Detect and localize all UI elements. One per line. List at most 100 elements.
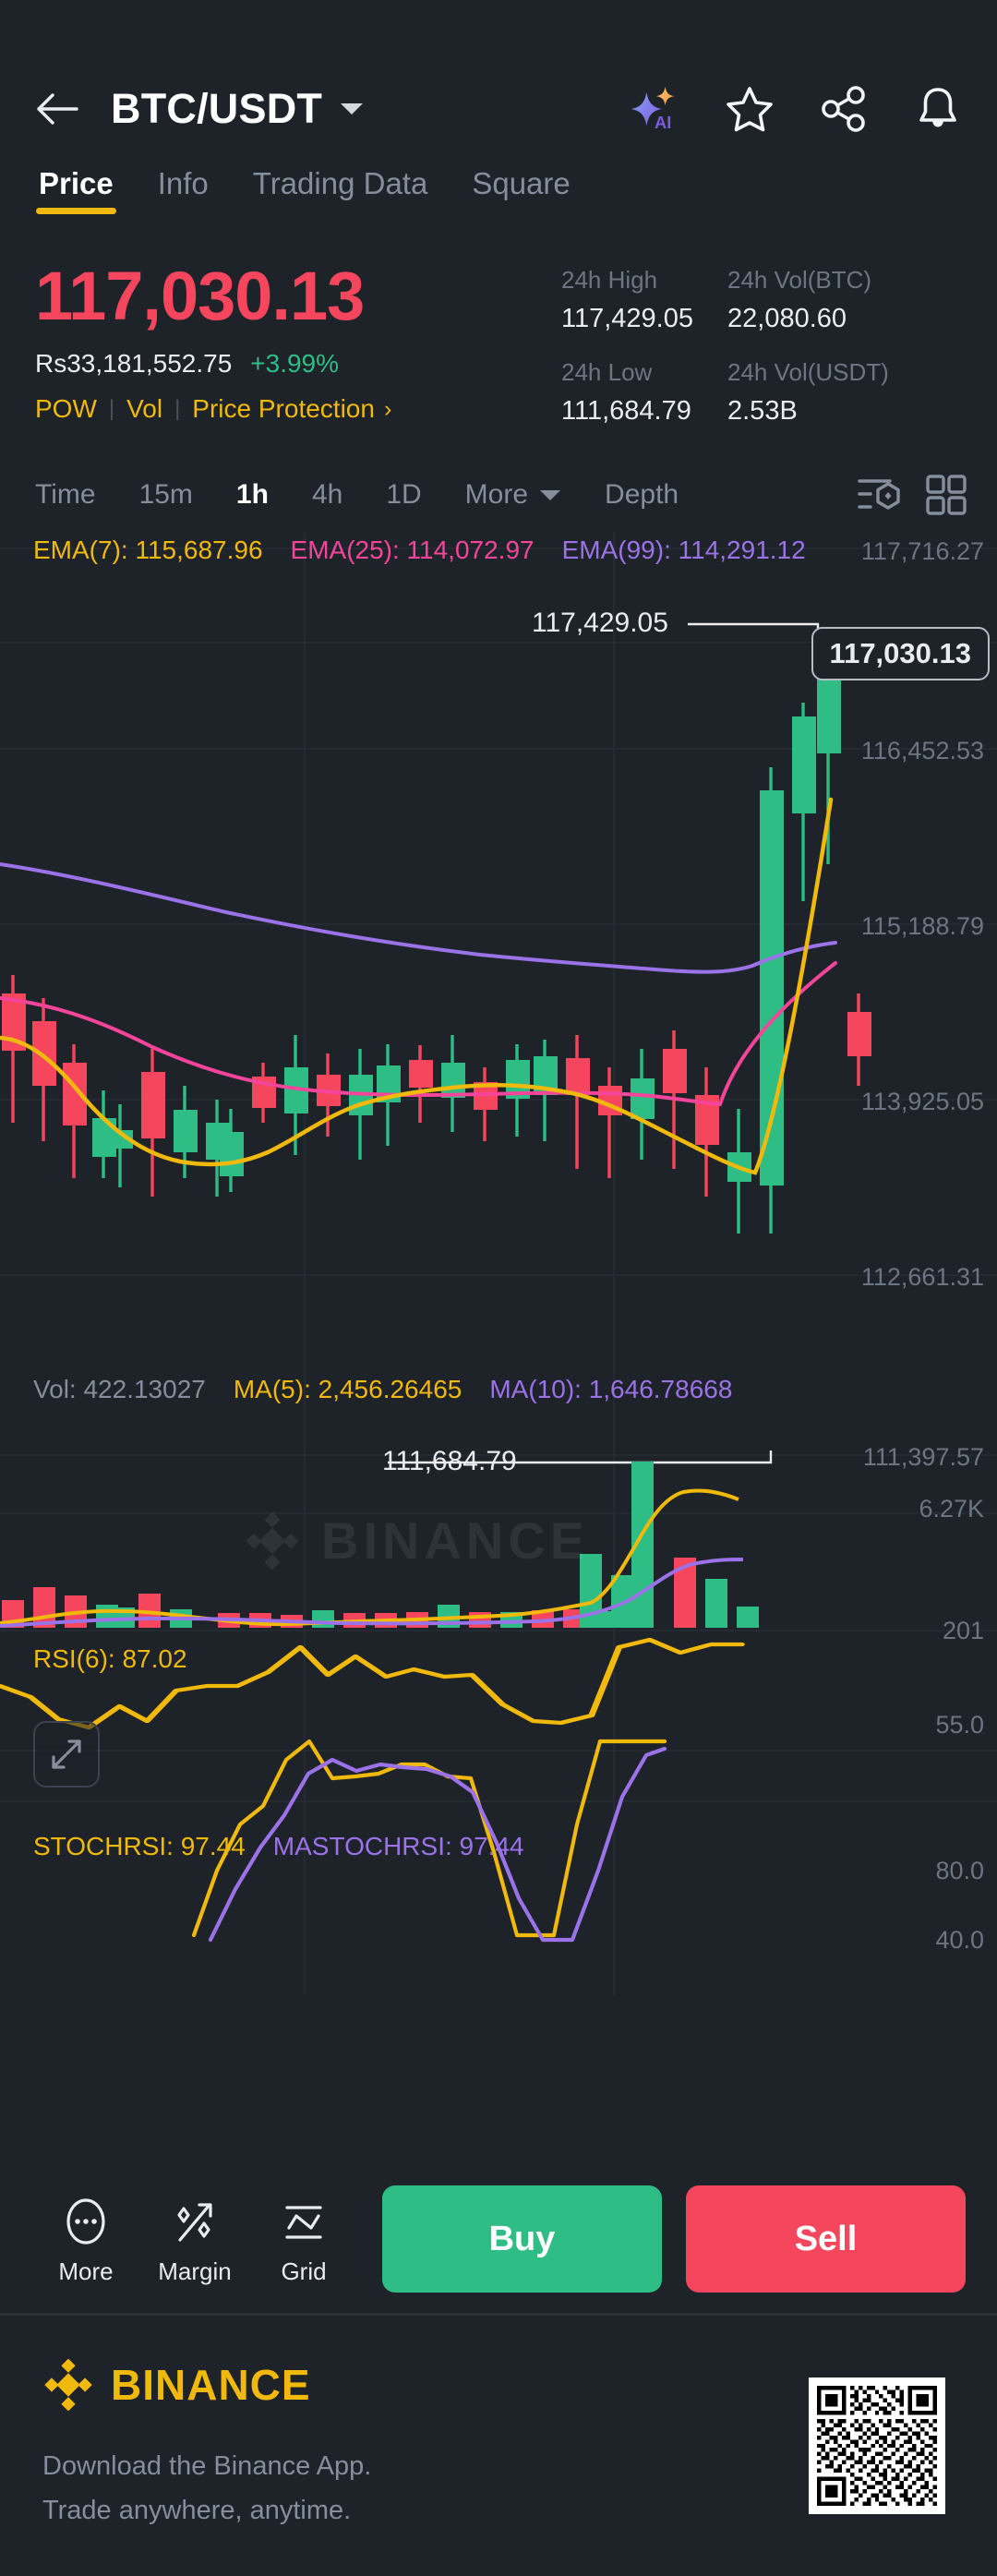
- price-axis-label: 112,661.31: [860, 1263, 984, 1291]
- volume-axis-label: 201: [942, 1617, 984, 1644]
- last-price: 117,030.13: [35, 258, 365, 334]
- stochrsi-k-line: [191, 1739, 667, 1938]
- chart-layout-icon[interactable]: [919, 468, 973, 522]
- footer-brand-text: BINANCE: [111, 2361, 311, 2409]
- more-button[interactable]: More: [31, 2193, 140, 2286]
- stat-column-high-low: 24h High 117,429.05 24h Low 111,684.79: [561, 266, 727, 451]
- stat-column-volumes: 24h Vol(BTC) 22,080.60 24h Vol(USDT) 2.5…: [727, 266, 889, 451]
- timeframe-time[interactable]: Time: [35, 479, 96, 510]
- price-axis-label: 113,925.05: [860, 1088, 984, 1115]
- footer-text-block: BINANCE Download the Binance App. Trade …: [42, 2359, 809, 2533]
- rsi-axis-label: 55.0: [935, 1711, 984, 1739]
- stochrsi-d-line: [208, 1746, 667, 1943]
- margin-button[interactable]: Margin: [140, 2193, 249, 2286]
- tab-info[interactable]: Info: [157, 166, 209, 200]
- expand-icon[interactable]: [33, 1721, 100, 1788]
- stat-value-24h-vol-btc: 22,080.60: [727, 304, 847, 333]
- ema7-line: [0, 797, 834, 1175]
- tab-square[interactable]: Square: [472, 166, 571, 200]
- footer-brand: BINANCE: [42, 2359, 809, 2411]
- timeframe-1h[interactable]: 1h: [235, 479, 269, 510]
- tag-price-protection[interactable]: Price Protection: [192, 394, 375, 423]
- qr-code-icon: [809, 2377, 945, 2514]
- stat-label-24h-vol-btc: 24h Vol(BTC): [727, 266, 872, 294]
- timeframe-more-label: More: [464, 479, 529, 510]
- bottom-action-bar: More Margin Grid Buy Sell: [0, 2165, 997, 2313]
- status-bar: [0, 0, 997, 57]
- grid-label: Grid: [281, 2257, 327, 2285]
- timeframe-15m[interactable]: 15m: [138, 479, 193, 510]
- chart-canvas[interactable]: [0, 532, 997, 1995]
- rsi-line: [0, 1637, 745, 1730]
- last-price-tag: 117,030.13: [811, 627, 990, 680]
- chevron-down-icon: [540, 489, 561, 500]
- chevron-down-icon[interactable]: [339, 101, 365, 117]
- stat-label-24h-high: 24h High: [561, 266, 658, 294]
- stat-value-24h-high: 117,429.05: [561, 304, 693, 333]
- chart-high-label: 117,429.05: [532, 608, 668, 638]
- footer-line-2: Trade anywhere, anytime.: [42, 2496, 352, 2525]
- stat-label-24h-vol-usdt: 24h Vol(USDT): [727, 358, 889, 386]
- timeframe-1d[interactable]: 1D: [386, 479, 422, 510]
- sell-button[interactable]: Sell: [686, 2185, 966, 2293]
- stat-label-24h-low: 24h Low: [561, 358, 653, 386]
- header-icon-group: AI: [631, 85, 962, 133]
- market-stats: 24h High 117,429.05 24h Low 111,684.79 2…: [561, 259, 967, 451]
- price-axis-label: 117,716.27: [860, 537, 984, 565]
- ema25-line: [0, 961, 837, 1107]
- back-arrow-icon[interactable]: [31, 83, 83, 135]
- chevron-right-icon[interactable]: ›: [383, 395, 392, 422]
- binance-logo-icon: [44, 2359, 92, 2411]
- price-axis-label: 111,397.57: [862, 1443, 984, 1471]
- tab-price[interactable]: Price: [35, 166, 117, 220]
- grid-button[interactable]: Grid: [249, 2193, 358, 2286]
- price-summary: 117,030.13 Rs33,181,552.75 +3.99% POW | …: [0, 238, 997, 458]
- star-icon[interactable]: [726, 85, 774, 133]
- more-dots-icon: [60, 2193, 112, 2250]
- ai-sparkle-icon[interactable]: AI: [631, 85, 679, 133]
- footer-divider: [0, 2313, 997, 2316]
- timeframe-depth[interactable]: Depth: [605, 479, 679, 510]
- app-download-footer: BINANCE Download the Binance App. Trade …: [0, 2316, 997, 2576]
- fiat-row: Rs33,181,552.75 +3.99%: [35, 349, 561, 379]
- section-tabs: Price Info Trading Data Square: [0, 161, 997, 238]
- footer-line-1: Download the Binance App.: [42, 2451, 372, 2481]
- svg-text:AI: AI: [655, 113, 671, 132]
- stoch-axis-label: 80.0: [935, 1857, 984, 1884]
- price-change-percent: +3.99%: [250, 349, 340, 378]
- pair-title[interactable]: BTC/USDT: [111, 85, 323, 132]
- ema99-line: [0, 862, 837, 974]
- price-left-column: 117,030.13 Rs33,181,552.75 +3.99% POW | …: [35, 259, 561, 451]
- margin-icon: [169, 2193, 221, 2250]
- fiat-price: Rs33,181,552.75: [35, 349, 233, 378]
- price-axis-label: 115,188.79: [860, 912, 984, 940]
- bell-icon[interactable]: [914, 85, 962, 133]
- more-label: More: [58, 2257, 114, 2285]
- tag-vol[interactable]: Vol: [126, 394, 163, 423]
- stat-value-24h-low: 111,684.79: [561, 396, 691, 426]
- tab-trading-data[interactable]: Trading Data: [252, 166, 428, 200]
- chart-low-label: 111,684.79: [382, 1446, 517, 1476]
- timeframe-4h[interactable]: 4h: [311, 479, 343, 510]
- tag-divider: |: [174, 396, 181, 421]
- volume-ma5-line: [0, 1488, 739, 1627]
- share-icon[interactable]: [820, 85, 868, 133]
- chart-area[interactable]: BINANCE EMA(7): 115,687.96 EMA(25): 114,…: [0, 532, 997, 2165]
- volume-ma10-line: [0, 1558, 744, 1628]
- app-header: BTC/USDT AI: [0, 57, 997, 161]
- price-axis-label: 116,452.53: [860, 737, 984, 764]
- volume-series: [2, 1462, 759, 1628]
- margin-label: Margin: [158, 2257, 232, 2285]
- timeframe-bar: Time 15m 1h 4h 1D More Depth: [0, 458, 997, 532]
- grid-trading-icon: [278, 2193, 330, 2250]
- indicator-settings-icon[interactable]: [853, 468, 907, 522]
- tag-divider: |: [108, 396, 115, 421]
- timeframe-more[interactable]: More: [465, 479, 561, 511]
- buy-button[interactable]: Buy: [382, 2185, 662, 2293]
- stat-value-24h-vol-usdt: 2.53B: [727, 396, 798, 426]
- tag-pow[interactable]: POW: [35, 394, 97, 423]
- stoch-axis-label: 40.0: [935, 1926, 984, 1954]
- volume-axis-label: 6.27K: [919, 1495, 984, 1523]
- price-tag-row: POW | Vol | Price Protection ›: [35, 394, 561, 424]
